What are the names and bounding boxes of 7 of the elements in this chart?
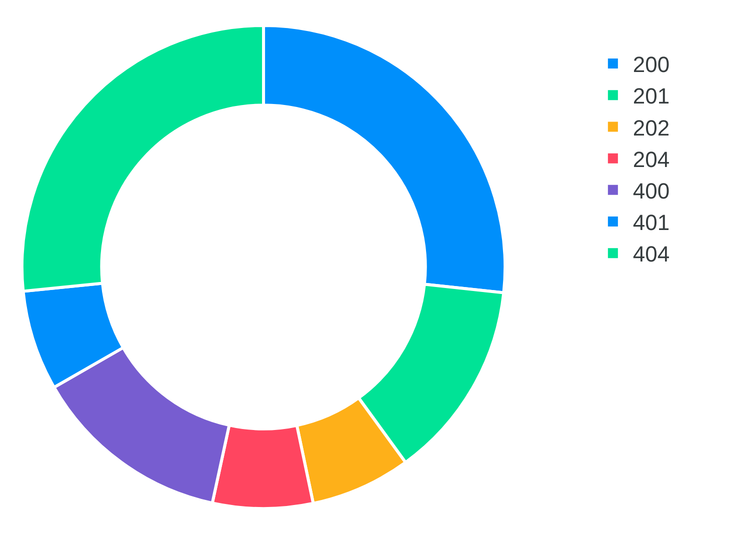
legend-label: 404 (632, 242, 670, 267)
legend-label: 204 (632, 146, 670, 172)
legend-label: 400 (632, 178, 670, 204)
legend-label: 200 (632, 52, 670, 78)
legend-label: 201 (632, 84, 670, 109)
legend-label: 202 (632, 115, 670, 140)
legend-label: 401 (632, 210, 670, 236)
